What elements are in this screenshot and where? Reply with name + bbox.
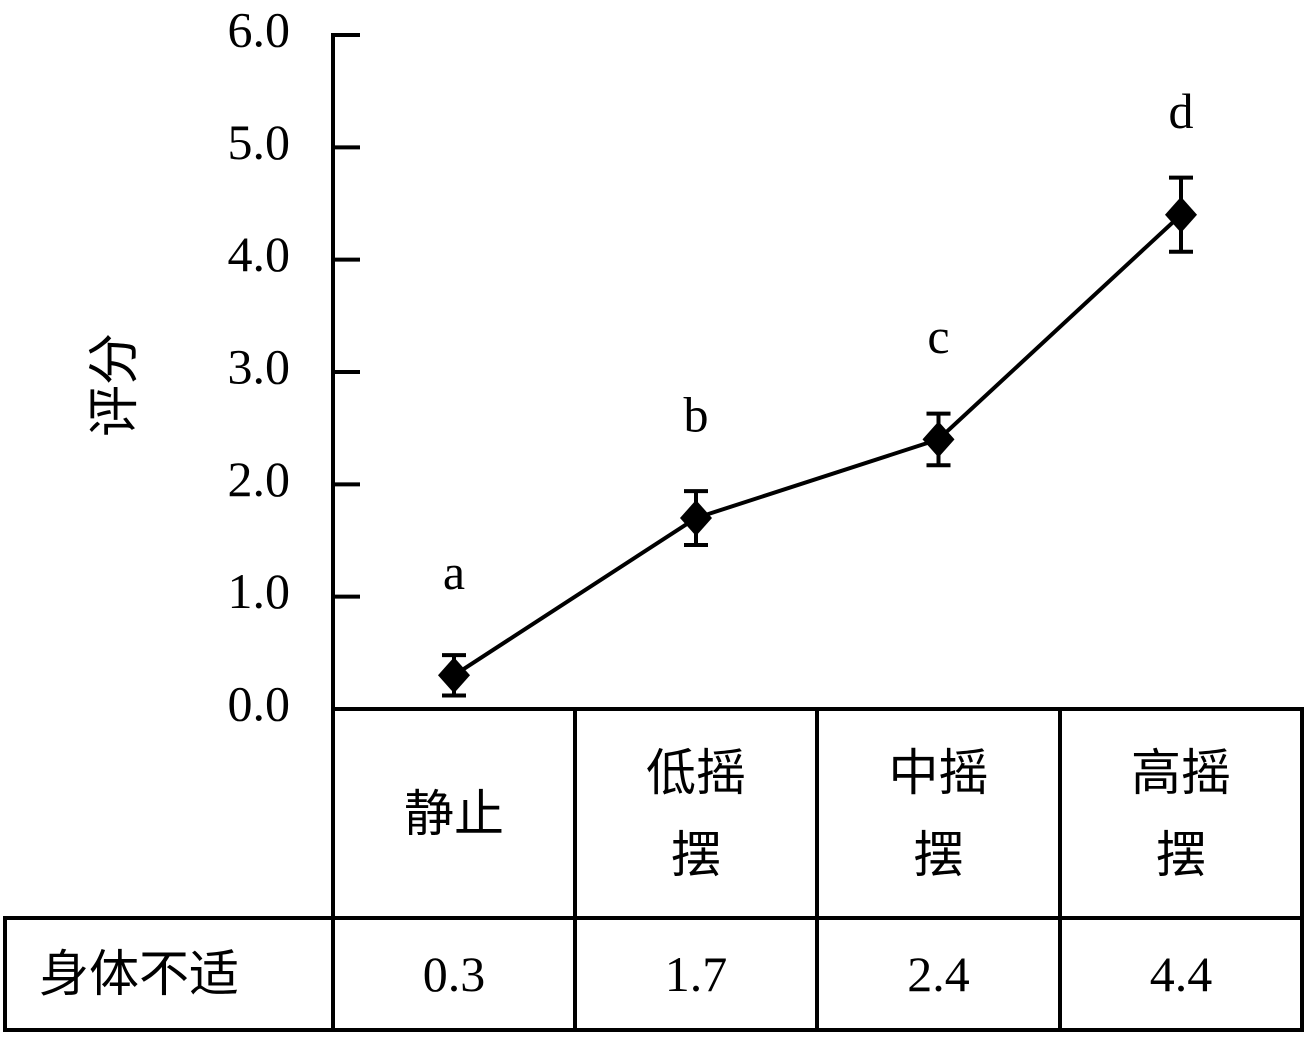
point <box>680 500 712 537</box>
point <box>1165 196 1197 233</box>
table-row-label: 身体不适 <box>7 920 333 1028</box>
frame <box>3 33 1304 1032</box>
y-axis-label: 评分 <box>87 333 144 437</box>
annotation: a <box>443 544 465 600</box>
table-value-text: 1.7 <box>664 946 728 1002</box>
category-label: 静止 <box>333 711 575 916</box>
category-label-text: 静止 <box>404 785 504 842</box>
point <box>438 657 470 694</box>
y-tick-label: 2.0 <box>228 451 291 507</box>
table-value: 0.3 <box>333 920 575 1028</box>
line <box>452 213 1183 677</box>
table-value: 4.4 <box>1060 920 1302 1028</box>
point <box>922 421 955 458</box>
table-value: 1.7 <box>575 920 817 1028</box>
category-label-text: 高摇摆 <box>1131 744 1231 883</box>
table-value-text: 0.3 <box>422 946 486 1002</box>
table-row-label-text: 身体不适 <box>39 946 239 1002</box>
y-tick-label: 5.0 <box>228 114 291 170</box>
y-tick-label: 3.0 <box>228 338 291 394</box>
y-tick-label: 0.0 <box>228 675 291 731</box>
table-value: 2.4 <box>817 920 1060 1028</box>
y-tick-label: 1.0 <box>228 563 291 619</box>
category-label: 中摇摆 <box>817 711 1060 916</box>
annotation: c <box>927 308 949 364</box>
table-value-text: 4.4 <box>1149 946 1213 1002</box>
category-label: 低摇摆 <box>575 711 817 916</box>
category-label-text: 低摇摆 <box>646 744 746 883</box>
table-value-text: 2.4 <box>907 946 970 1002</box>
y-tick-label: 4.0 <box>228 226 291 282</box>
annotation: d <box>1169 83 1194 139</box>
category-label: 高摇摆 <box>1060 711 1302 916</box>
category-label-text: 中摇摆 <box>888 744 989 883</box>
annotation: b <box>684 387 709 443</box>
y-tick-label: 6.0 <box>228 1 291 57</box>
